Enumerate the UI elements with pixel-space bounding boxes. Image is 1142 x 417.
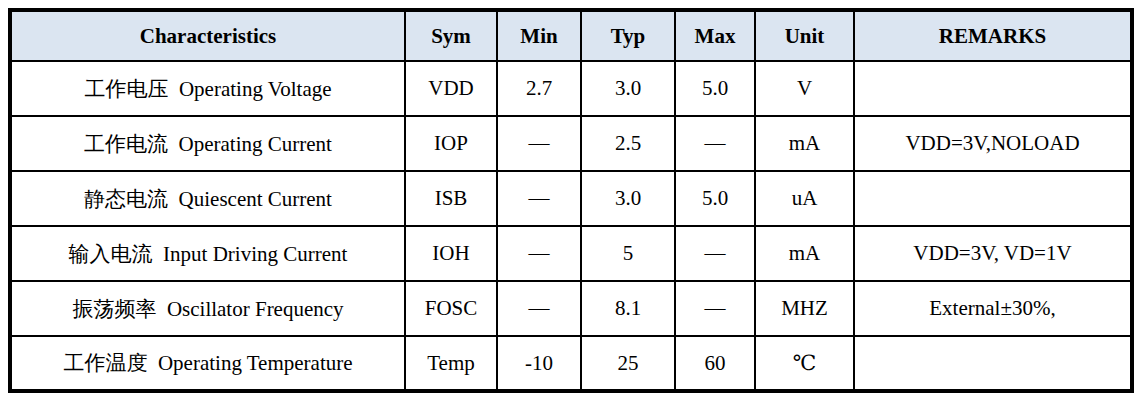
cell-min: -10 [497,336,581,391]
table-head: CharacteristicsSymMinTypMaxUnitREMARKS [10,10,1132,61]
table-body: 工作电压 Operating VoltageVDD2.73.05.0V工作电流 … [10,61,1132,391]
cell-sym: IOH [405,226,497,281]
cell-remarks [854,171,1132,226]
cell-remarks: VDD=3V,NOLOAD [854,116,1132,171]
table-row: 工作电流 Operating CurrentIOP—2.5—mAVDD=3V,N… [10,116,1132,171]
cell-typ: 25 [581,336,675,391]
table-header-row: CharacteristicsSymMinTypMaxUnitREMARKS [10,10,1132,61]
column-header-remarks: REMARKS [854,10,1132,61]
cell-max: — [675,116,755,171]
cell-min: — [497,116,581,171]
cell-unit: mA [755,116,854,171]
cell-max: — [675,281,755,336]
cell-unit: mA [755,226,854,281]
electrical-characteristics-table: CharacteristicsSymMinTypMaxUnitREMARKS 工… [8,8,1134,393]
cell-characteristics: 静态电流 Quiescent Current [10,171,405,226]
cell-min: — [497,281,581,336]
cell-unit: ℃ [755,336,854,391]
cell-typ: 5 [581,226,675,281]
cell-max: 5.0 [675,61,755,116]
column-header-unit: Unit [755,10,854,61]
cell-remarks [854,61,1132,116]
table-row: 振荡频率 Oscillator FrequencyFOSC—8.1—MHZExt… [10,281,1132,336]
table-row: 工作温度 Operating TemperatureTemp-102560℃ [10,336,1132,391]
cell-sym: FOSC [405,281,497,336]
cell-min: 2.7 [497,61,581,116]
cell-min: — [497,171,581,226]
cell-max: 60 [675,336,755,391]
column-header-min: Min [497,10,581,61]
cell-unit: uA [755,171,854,226]
column-header-max: Max [675,10,755,61]
cell-min: — [497,226,581,281]
cell-characteristics: 工作电流 Operating Current [10,116,405,171]
cell-remarks [854,336,1132,391]
cell-sym: VDD [405,61,497,116]
cell-typ: 2.5 [581,116,675,171]
column-header-characteristics: Characteristics [10,10,405,61]
page: CharacteristicsSymMinTypMaxUnitREMARKS 工… [0,0,1142,417]
cell-unit: V [755,61,854,116]
cell-unit: MHZ [755,281,854,336]
cell-characteristics: 输入电流 Input Driving Current [10,226,405,281]
cell-sym: Temp [405,336,497,391]
table-row: 工作电压 Operating VoltageVDD2.73.05.0V [10,61,1132,116]
cell-remarks: External±30%, [854,281,1132,336]
cell-typ: 3.0 [581,171,675,226]
column-header-typ: Typ [581,10,675,61]
cell-typ: 8.1 [581,281,675,336]
cell-max: 5.0 [675,171,755,226]
cell-characteristics: 工作电压 Operating Voltage [10,61,405,116]
cell-typ: 3.0 [581,61,675,116]
cell-remarks: VDD=3V, VD=1V [854,226,1132,281]
cell-sym: ISB [405,171,497,226]
table-row: 输入电流 Input Driving CurrentIOH—5—mAVDD=3V… [10,226,1132,281]
cell-max: — [675,226,755,281]
cell-sym: IOP [405,116,497,171]
cell-characteristics: 工作温度 Operating Temperature [10,336,405,391]
column-header-sym: Sym [405,10,497,61]
cell-characteristics: 振荡频率 Oscillator Frequency [10,281,405,336]
table-row: 静态电流 Quiescent CurrentISB—3.05.0uA [10,171,1132,226]
